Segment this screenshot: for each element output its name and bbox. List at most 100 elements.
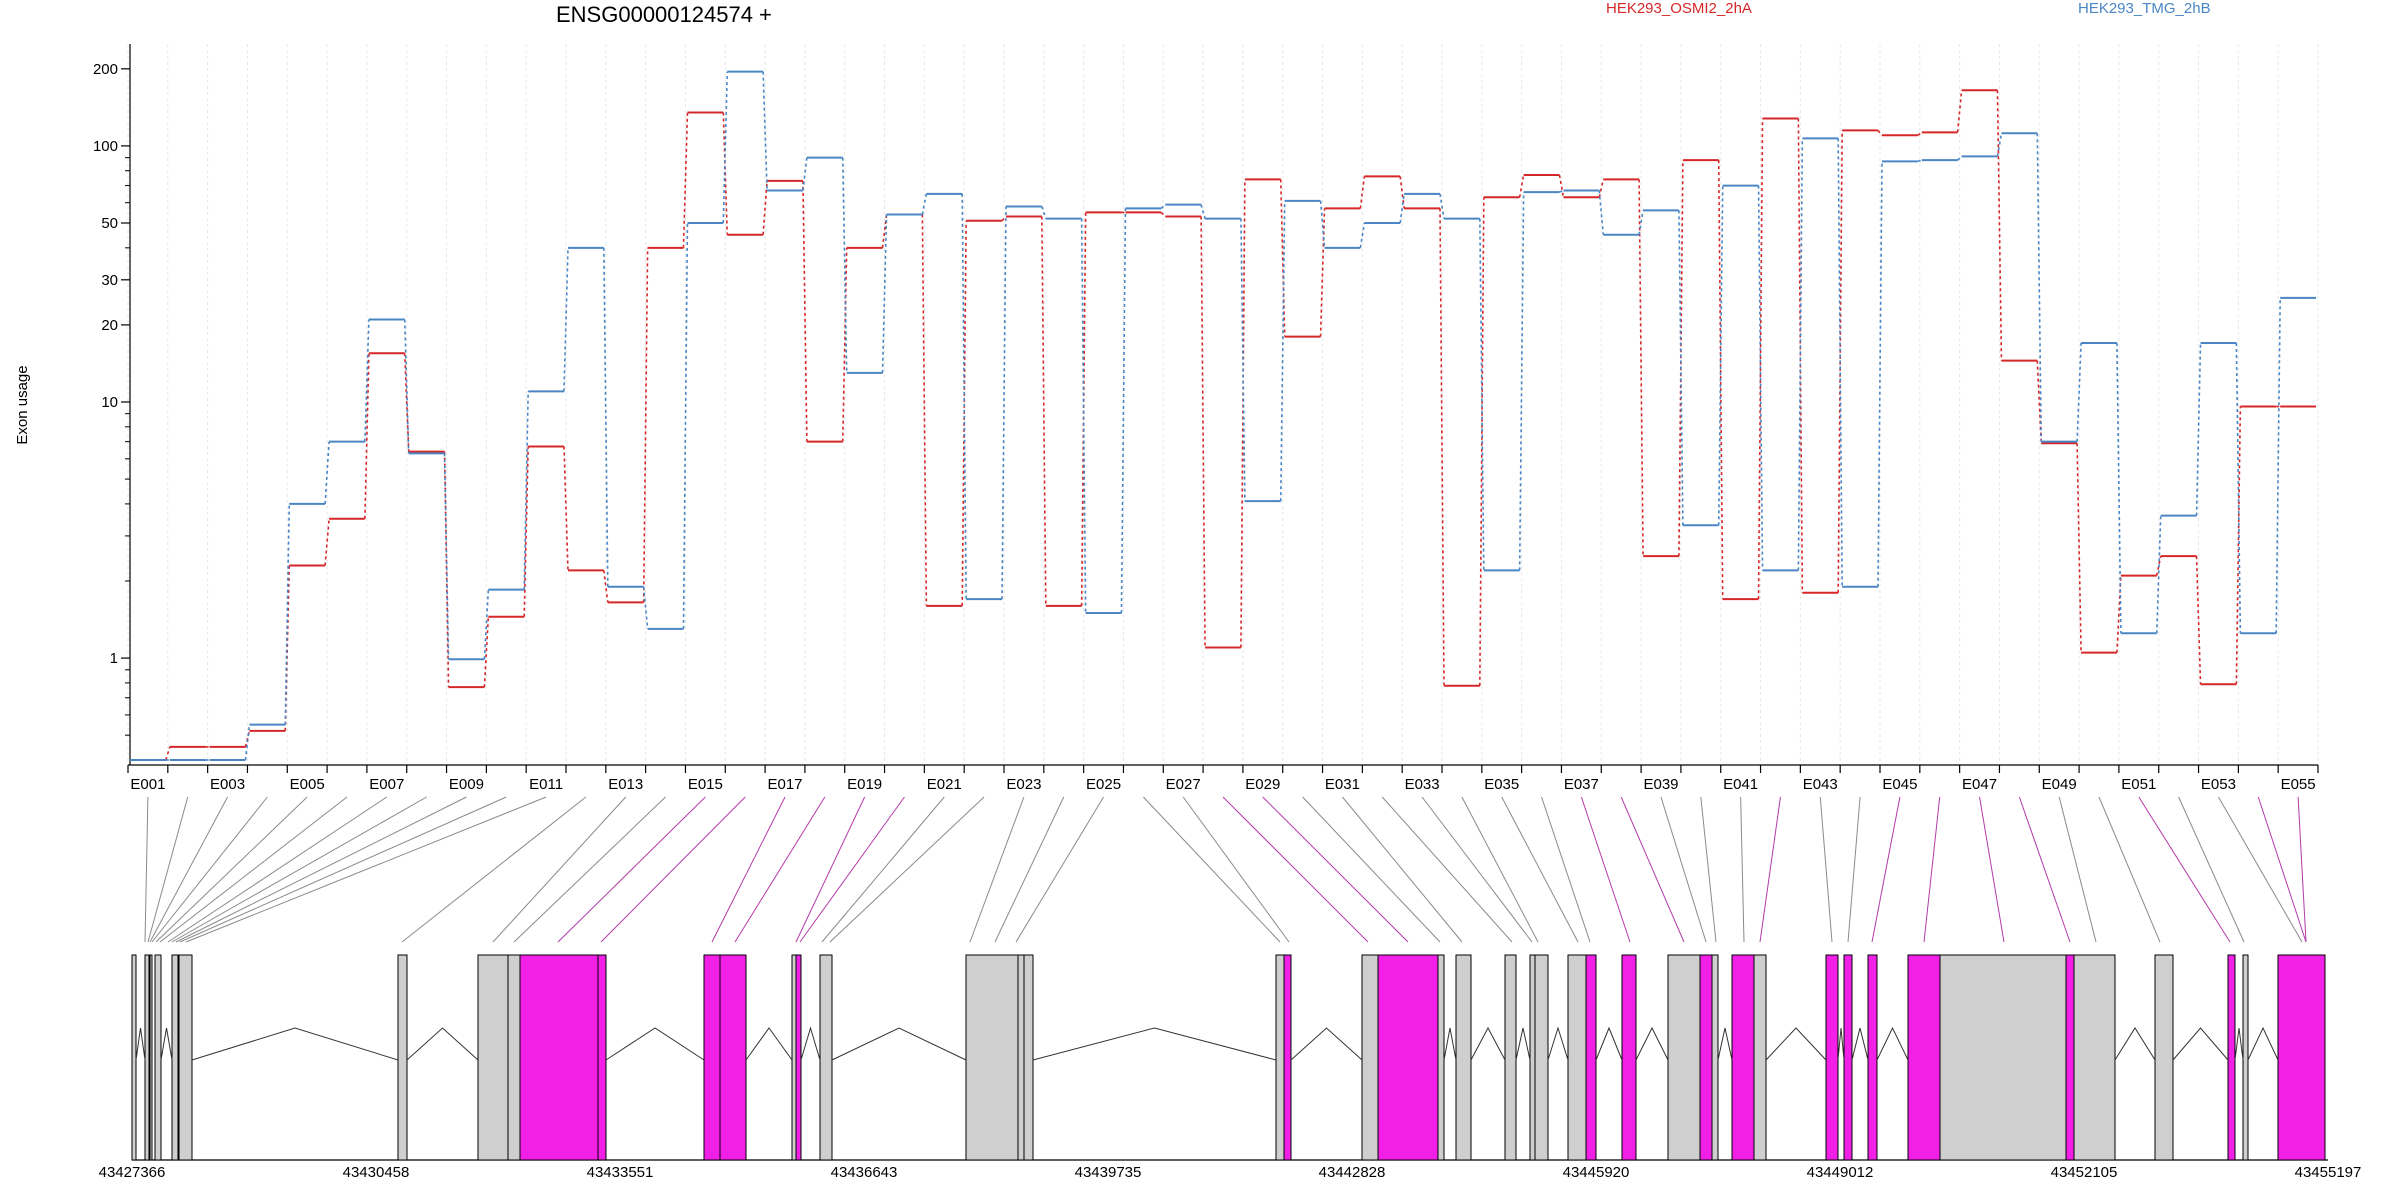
exon-block — [791, 954, 797, 1161]
coord-label: 43427366 — [99, 1164, 166, 1181]
series-connector — [1757, 185, 1764, 571]
series-connector — [1717, 160, 1724, 600]
y-tick-label: 10 — [101, 394, 118, 411]
series-connector — [1080, 212, 1087, 606]
exon-connector — [179, 796, 507, 943]
exon-block — [1529, 954, 1536, 1161]
y-tick-label: 50 — [101, 215, 118, 232]
exon-label: E003 — [210, 776, 245, 793]
series-connector — [1678, 160, 1684, 557]
series-connector — [1917, 131, 1923, 136]
exon-connector — [994, 796, 1065, 943]
series-connector — [1279, 200, 1286, 502]
exon-label: E025 — [1086, 776, 1121, 793]
coord-label: 43430458 — [343, 1164, 410, 1181]
exon-connector — [2018, 796, 2071, 943]
exon-block — [1437, 954, 1445, 1161]
exon-label: E035 — [1484, 776, 1519, 793]
exon-label: E047 — [1962, 776, 1997, 793]
exon-block — [1621, 954, 1637, 1161]
series-connector — [802, 157, 808, 191]
exon-block — [1843, 954, 1853, 1161]
exon-label: E033 — [1405, 776, 1440, 793]
series-connector — [2155, 515, 2162, 634]
exon-block — [1534, 954, 1549, 1161]
exon-block — [519, 954, 599, 1161]
exon-label: E049 — [2042, 776, 2077, 793]
exon-block — [144, 954, 150, 1161]
exon-block — [1585, 954, 1597, 1161]
series-connector — [881, 214, 888, 373]
series-connector — [284, 503, 291, 725]
exon-connector — [1142, 796, 1281, 943]
exon-connector — [171, 796, 427, 943]
series-connector — [165, 746, 171, 761]
intron-line — [1717, 1027, 1733, 1061]
exon-label: E039 — [1643, 776, 1678, 793]
exon-label: E023 — [1006, 776, 1041, 793]
y-axis-label: Exon usage — [14, 365, 31, 444]
intron-line — [800, 1026, 821, 1061]
exon-label: E029 — [1245, 776, 1280, 793]
exon-connector — [155, 796, 308, 943]
y-tick-label: 30 — [101, 272, 118, 289]
series-connector — [802, 180, 808, 442]
intron-line — [2247, 1026, 2279, 1061]
exon-connector — [1262, 796, 1409, 943]
series-connector — [443, 453, 450, 660]
intron-line — [1515, 1027, 1531, 1061]
series-connector — [762, 180, 768, 235]
series-connector — [961, 193, 967, 600]
series-connector — [1797, 118, 1804, 593]
exon-label: E017 — [767, 776, 802, 793]
series-connector — [841, 247, 848, 442]
exon-connector — [1740, 796, 1745, 943]
series-connector — [1001, 215, 1007, 222]
intron-line — [1547, 1026, 1569, 1061]
series-connector — [1757, 118, 1764, 600]
exon-connector — [1381, 796, 1513, 943]
coord-label: 43436643 — [831, 1164, 898, 1181]
exon-connector — [557, 796, 706, 943]
exon-block — [1699, 954, 1713, 1161]
exon-connector — [2297, 796, 2307, 943]
exon-connector — [1015, 796, 1104, 943]
series-connector — [1717, 185, 1724, 526]
series-connector — [324, 441, 330, 504]
exon-connector — [1342, 796, 1463, 943]
exon-block — [965, 954, 1019, 1161]
exon-connector — [969, 796, 1025, 943]
intron-line — [831, 1027, 967, 1061]
series-connector — [2275, 297, 2281, 634]
intron-line — [2234, 1027, 2244, 1061]
series-connector — [1917, 159, 1923, 163]
exon-block — [1023, 954, 1034, 1161]
exon-label: E015 — [688, 776, 723, 793]
series-connector — [2235, 342, 2242, 634]
exon-connector — [1700, 796, 1717, 943]
exon-label: E051 — [2121, 776, 2156, 793]
y-tick-label: 200 — [93, 61, 118, 78]
exon-block — [703, 954, 721, 1161]
exon-label: E009 — [449, 776, 484, 793]
series-connector — [1359, 222, 1366, 248]
exon-block — [1377, 954, 1439, 1161]
series-connector — [1837, 138, 1843, 587]
exon-connector — [175, 796, 467, 943]
exon-connector — [2058, 796, 2097, 943]
intron-line — [1595, 1026, 1623, 1061]
intron-line — [1635, 1026, 1669, 1061]
series-connector — [1996, 133, 2003, 157]
exon-connector — [799, 796, 905, 943]
series-connector — [642, 586, 649, 629]
intron-line — [135, 1027, 146, 1061]
chart-title: ENSG00000124574 + — [556, 2, 772, 27]
exon-label: E021 — [927, 776, 962, 793]
exon-block — [397, 954, 408, 1161]
exon-label: E041 — [1723, 776, 1758, 793]
legend-entry-osmi2: HEK293_OSMI2_2hA — [1606, 0, 1752, 17]
exon-label: E037 — [1564, 776, 1599, 793]
series-connector — [2116, 575, 2122, 653]
series-connector — [762, 71, 768, 191]
series-connector — [1120, 208, 1127, 614]
